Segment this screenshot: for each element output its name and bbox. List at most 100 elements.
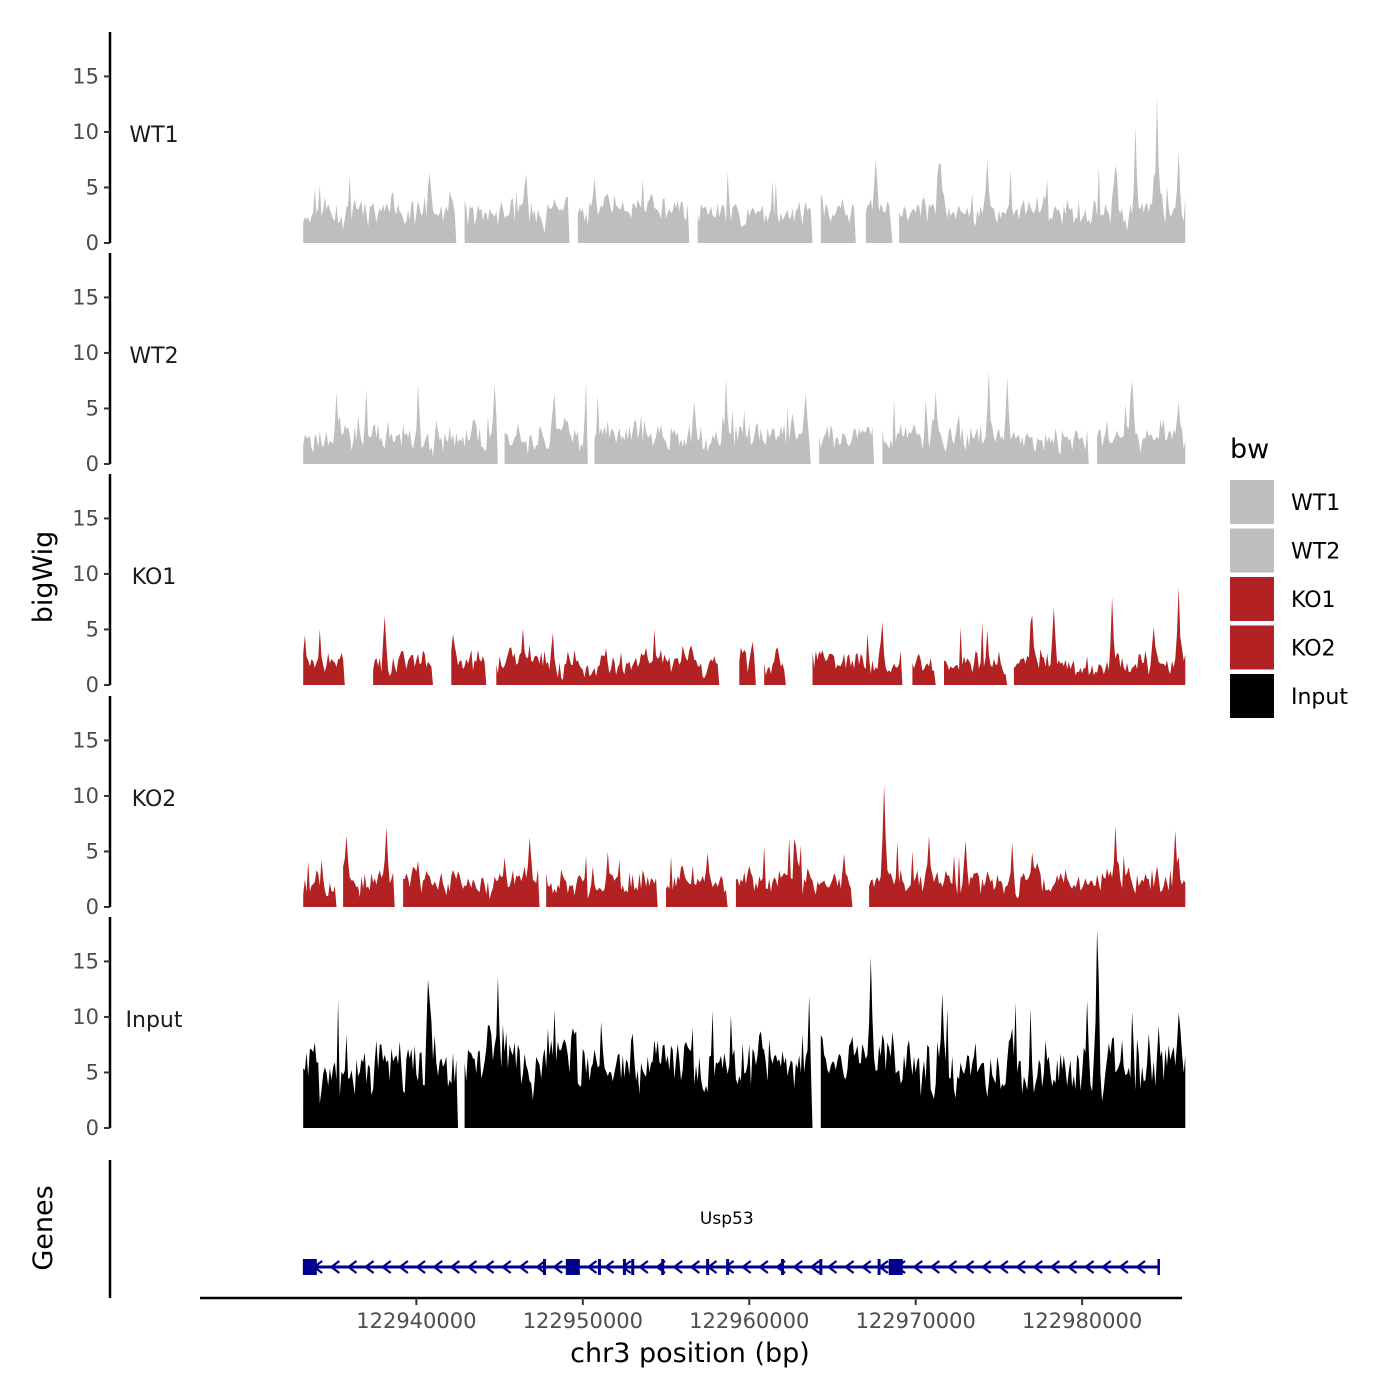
exon-block (302, 1259, 317, 1275)
strand-arrow (860, 1260, 872, 1274)
strand-arrow (603, 1260, 615, 1274)
y-tick-label: 0 (86, 673, 99, 697)
strand-arrow (929, 1260, 940, 1274)
genes-axis-title: Genes (28, 1185, 59, 1270)
legend-title: bw (1230, 434, 1269, 465)
y-tick-label: 10 (72, 784, 99, 808)
strand-arrow (432, 1260, 443, 1274)
y-tick-label: 10 (72, 341, 99, 365)
strand-arrow (946, 1260, 958, 1274)
track-label: KO2 (132, 787, 177, 812)
gene-track-panel: Usp53 (108, 1160, 1160, 1298)
strand-arrow (449, 1260, 460, 1274)
strand-arrow (998, 1260, 1009, 1274)
y-tick-label: 15 (72, 728, 99, 752)
signal-area-input (303, 929, 1186, 1128)
strand-arrow (980, 1260, 992, 1274)
strand-arrow (552, 1260, 563, 1274)
strand-arrow (535, 1260, 546, 1274)
strand-arrow (1066, 1260, 1078, 1274)
track-wt2: 0 5 10 15 WT2 (72, 253, 1186, 476)
strand-arrow (1015, 1260, 1026, 1274)
x-tick-label: 122960000 (689, 1309, 809, 1333)
legend-label-ko1: KO1 (1291, 588, 1336, 613)
strand-arrow (1118, 1260, 1129, 1274)
strand-arrow (809, 1260, 820, 1274)
strand-arrow (689, 1260, 700, 1274)
legend-label-ko2: KO2 (1291, 637, 1336, 662)
strand-arrow (740, 1260, 752, 1274)
strand-arrow (963, 1260, 975, 1274)
exon-block (565, 1259, 580, 1275)
legend-swatch-wt2 (1230, 528, 1274, 573)
track-label: KO1 (132, 565, 177, 590)
x-tick-label: 122950000 (523, 1309, 643, 1333)
strand-arrow (363, 1260, 375, 1274)
strand-arrow (586, 1260, 598, 1274)
strand-arrow (483, 1260, 495, 1274)
y-tick-label: 5 (86, 1060, 99, 1084)
y-tick-label: 5 (86, 396, 99, 420)
x-tick-label: 122970000 (856, 1309, 976, 1333)
track-input: 0 5 10 15 Input (72, 917, 1186, 1140)
x-axis: 122940000 122950000 122960000 122970000 1229… (200, 1296, 1182, 1333)
x-axis-title: chr3 position (bp) (570, 1338, 810, 1369)
y-tick-label: 10 (72, 562, 99, 586)
track-ko2: 0 5 10 15 KO2 (72, 696, 1186, 919)
strand-arrow (415, 1260, 426, 1274)
y-tick-label: 5 (86, 839, 99, 863)
y-tick-label: 0 (86, 1116, 99, 1140)
strand-arrow (843, 1260, 855, 1274)
signal-area-ko1 (303, 587, 1186, 685)
y-tick-label: 15 (72, 285, 99, 309)
strand-arrow (1049, 1260, 1060, 1274)
y-tick-label: 0 (86, 231, 99, 255)
y-tick-label: 15 (72, 949, 99, 973)
bigwig-tracks: 0 5 10 15 WT1 0 5 10 15 WT2 0 5 10 15 KO1 0 5 10 15 KO2 0 5 10… (72, 32, 1186, 1140)
strand-arrow (826, 1260, 838, 1274)
strand-arrow (672, 1260, 683, 1274)
strand-arrow (518, 1260, 529, 1274)
y-tick-label: 0 (86, 895, 99, 919)
legend-label-input: Input (1291, 685, 1348, 710)
strand-arrow (912, 1260, 923, 1274)
strand-arrow (638, 1260, 649, 1274)
y-tick-label: 10 (72, 120, 99, 144)
legend: bw WT1 WT2 KO1 KO2 Input (1230, 434, 1348, 718)
strand-arrow (758, 1260, 769, 1274)
legend-label-wt2: WT2 (1291, 540, 1340, 565)
signal-area-ko2 (303, 784, 1186, 907)
track-label: Input (126, 1008, 183, 1033)
gene-name-label: Usp53 (700, 1209, 754, 1229)
y-tick-label: 0 (86, 452, 99, 476)
y-tick-label: 15 (72, 64, 99, 88)
x-tick-label: 122940000 (356, 1309, 476, 1333)
strand-arrow (466, 1260, 478, 1274)
exon-block (888, 1259, 903, 1275)
strand-arrow (346, 1260, 358, 1274)
strand-arrow (620, 1260, 632, 1274)
legend-swatch-input (1230, 674, 1274, 718)
legend-swatch-ko1 (1230, 577, 1274, 621)
strand-arrow (380, 1260, 392, 1274)
track-label: WT2 (129, 344, 178, 369)
strand-arrow (1135, 1260, 1146, 1274)
strand-arrow (1100, 1260, 1112, 1274)
strand-arrow (500, 1260, 512, 1274)
track-label: WT1 (129, 123, 178, 148)
y-tick-label: 10 (72, 1005, 99, 1029)
strand-arrow (1083, 1260, 1095, 1274)
legend-label-wt1: WT1 (1291, 491, 1340, 516)
track-ko1: 0 5 10 15 KO1 (72, 474, 1186, 697)
y-tick-label: 5 (86, 617, 99, 641)
x-tick-label: 122980000 (1022, 1309, 1142, 1333)
strand-arrow (1032, 1260, 1043, 1274)
strand-arrow (723, 1260, 735, 1274)
signal-area-wt2 (303, 370, 1186, 464)
strand-arrow (792, 1260, 803, 1274)
track-wt1: 0 5 10 15 WT1 (72, 32, 1186, 255)
strand-arrow (398, 1260, 409, 1274)
y-tick-label: 15 (72, 506, 99, 530)
y-tick-label: 5 (86, 175, 99, 199)
